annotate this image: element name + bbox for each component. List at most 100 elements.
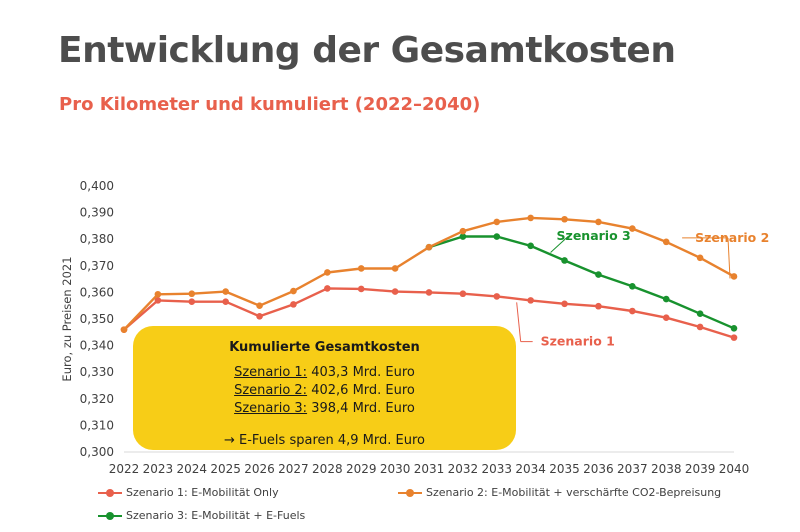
x-tick-label: 2030 [380,462,411,476]
data-point-scenario-2 [188,290,196,298]
data-point-scenario-3 [493,233,501,240]
data-point-scenario-1 [256,313,263,320]
data-point-scenario-2 [595,218,602,226]
data-point-scenario-1 [595,302,602,310]
data-point-scenario-2 [357,265,365,272]
series-line-scenario-3 [428,235,735,330]
y-tick-label: 0,310 [80,418,114,432]
callout-label-scenario-3: Szenario 3 [557,228,631,243]
legend-label-scenario-3: Szenario 3: E-Mobilität + E-Fuels [126,509,306,522]
box-line-scenario-1: Szenario 1: 403,3 Mrd. Euro [133,364,516,382]
data-point-scenario-1 [696,323,704,331]
data-point-scenario-2 [561,215,568,223]
x-tick-label: 2028 [312,462,343,476]
y-tick-label: 0,370 [80,259,114,273]
x-tick-label: 2024 [177,462,208,476]
callout-label-scenario-2: Szenario 2 [695,230,769,245]
x-tick-label: 2025 [210,462,241,476]
data-point-scenario-2 [425,243,433,251]
box-scenario-2-label: Szenario 2: [234,383,308,398]
y-tick-label: 0,390 [80,206,114,220]
data-point-scenario-1 [730,334,738,341]
box-scenario-1-value: 403,3 Mrd. Euro [311,365,415,380]
y-tick-label: 0,350 [80,312,114,326]
callout-leader-scenario-1 [516,302,522,342]
data-point-scenario-2 [391,265,399,272]
x-tick-label: 2031 [414,462,445,476]
data-point-scenario-1 [629,307,636,315]
data-point-scenario-1 [527,297,534,304]
chart-title: Entwicklung der Gesamtkosten [58,30,676,71]
x-tick-label: 2039 [685,462,716,476]
x-tick-label: 2035 [549,462,580,476]
data-point-scenario-3 [527,242,534,250]
x-tick-label: 2032 [448,462,479,476]
callout-label-scenario-1: Szenario 1 [541,334,615,349]
data-point-scenario-1 [188,298,196,306]
x-tick-label: 2034 [515,462,546,476]
callout-leader-scenario-3 [550,235,569,253]
data-point-scenario-2 [629,225,636,232]
data-point-scenario-2 [493,218,501,226]
data-point-scenario-1 [459,290,467,298]
x-tick-label: 2027 [278,462,309,476]
box-line-scenario-3: Szenario 3: 398,4 Mrd. Euro [133,400,516,418]
box-note: → E-Fuels sparen 4,9 Mrd. Euro [224,433,425,448]
data-point-scenario-2 [324,269,331,276]
y-tick-label: 0,300 [80,445,114,459]
legend-swatch-scenario-3 [98,511,122,520]
data-point-scenario-1 [662,314,670,321]
legend-label-scenario-2: Szenario 2: E-Mobilität + verschärfte CO… [426,486,722,499]
box-scenario-1-label: Szenario 1: [234,365,308,380]
data-point-scenario-3 [696,310,704,317]
data-point-scenario-2 [256,302,263,310]
x-tick-label: 2033 [482,462,513,476]
box-scenario-3-label: Szenario 3: [234,401,308,416]
legend-label-scenario-1: Szenario 1: E-Mobilität Only [126,486,279,499]
x-tick-label: 2038 [651,462,682,476]
data-point-scenario-2 [290,287,297,295]
y-tick-label: 0,320 [80,392,114,406]
y-tick-label: 0,330 [80,365,114,379]
x-tick-label: 2040 [719,462,750,476]
data-point-scenario-3 [561,257,568,264]
y-tick-label: 0,360 [80,285,114,299]
data-point-scenario-3 [662,295,670,303]
y-tick-label: 0,380 [80,232,114,246]
y-tick-label: 0,340 [80,339,114,353]
data-point-scenario-2 [222,288,229,295]
data-point-scenario-1 [154,297,162,304]
box-line-scenario-2: Szenario 2: 402,6 Mrd. Euro [133,382,516,400]
x-tick-label: 2036 [583,462,614,476]
x-tick-label: 2023 [143,462,174,476]
data-point-scenario-2 [459,227,467,235]
data-point-scenario-1 [222,298,229,306]
data-point-scenario-2 [527,214,534,222]
data-point-scenario-1 [493,293,501,300]
legend-swatch-scenario-2 [398,488,422,497]
data-point-scenario-1 [290,301,297,308]
data-point-scenario-2 [154,290,162,298]
data-point-scenario-1 [391,288,399,295]
box-scenario-2-value: 402,6 Mrd. Euro [311,383,415,398]
y-tick-label: 0,400 [80,179,114,193]
legend-item-scenario-3: Szenario 3: E-Mobilität + E-Fuels [98,509,305,522]
data-point-scenario-1 [425,289,433,296]
data-point-scenario-1 [324,285,331,292]
x-tick-label: 2022 [109,462,140,476]
legend-item-scenario-1: Szenario 1: E-Mobilität Only [98,486,279,499]
chart-subtitle: Pro Kilometer und kumuliert (2022–2040) [59,94,481,115]
data-point-scenario-1 [357,285,365,293]
data-point-scenario-2 [662,238,670,246]
data-point-scenario-3 [730,325,738,332]
data-point-scenario-3 [595,271,602,278]
x-tick-label: 2037 [617,462,648,476]
x-tick-label: 2026 [244,462,275,476]
x-tick-label: 2029 [346,462,377,476]
legend-item-scenario-2: Szenario 2: E-Mobilität + verschärfte CO… [398,486,721,499]
data-point-scenario-2 [730,273,738,280]
data-point-scenario-1 [561,300,568,308]
legend-swatch-scenario-1 [98,488,122,497]
cumulative-costs-box: Kumulierte Gesamtkosten Szenario 1: 403,… [133,326,516,450]
data-point-scenario-2 [696,254,704,262]
